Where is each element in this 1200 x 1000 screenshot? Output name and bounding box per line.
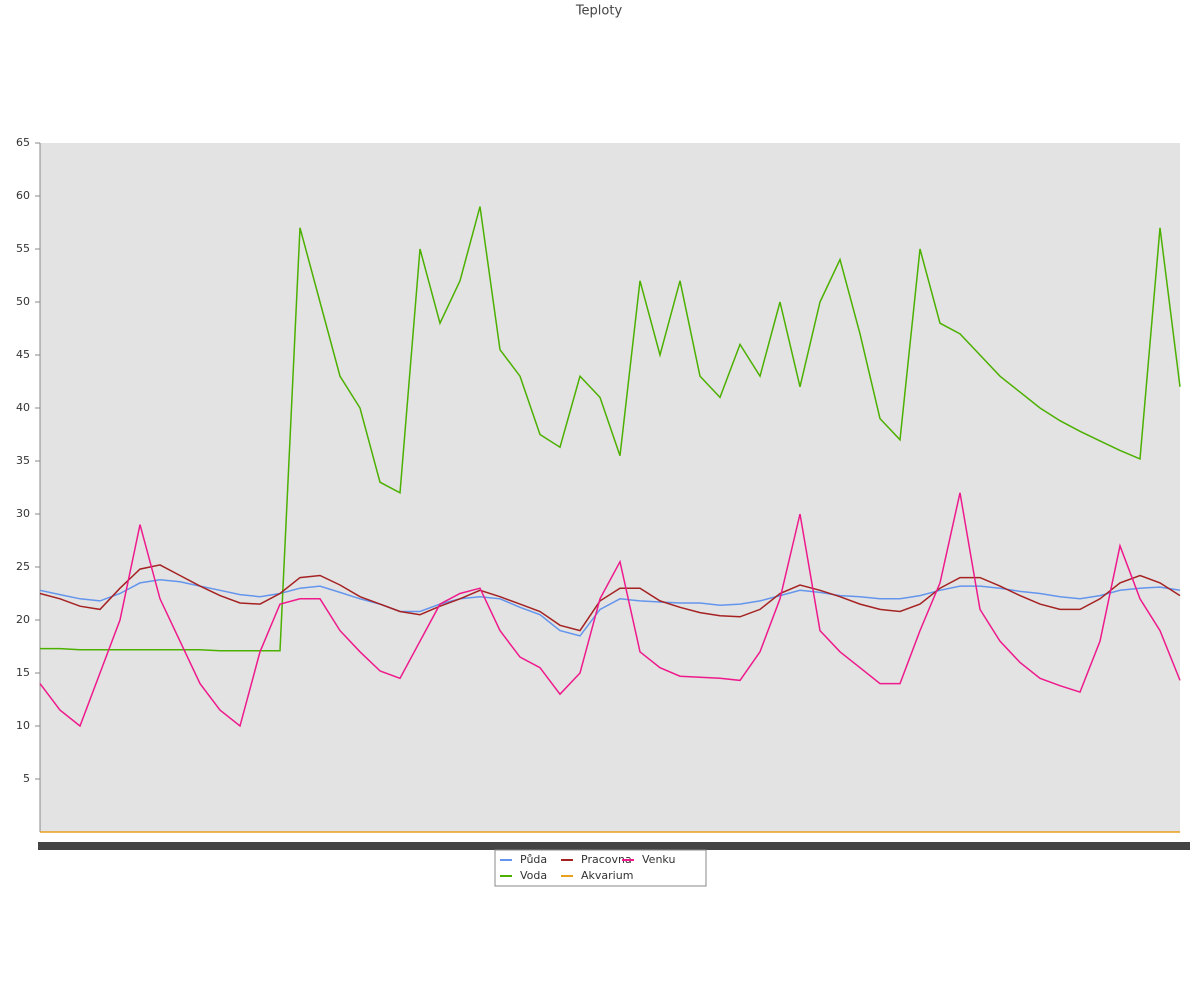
legend-label: Půda — [520, 853, 547, 866]
legend-label: Akvarium — [581, 869, 633, 882]
plot-area — [40, 143, 1180, 832]
series-line — [39, 492, 1181, 728]
y-tick-label: 40 — [16, 401, 30, 414]
legend-label: Pracovna — [581, 853, 632, 866]
chart-title: Teploty — [575, 4, 623, 19]
y-tick-label: 15 — [16, 666, 30, 679]
y-tick-label: 25 — [16, 560, 30, 573]
y-tick-label: 10 — [16, 719, 30, 732]
x-axis-labels-band — [38, 842, 1190, 850]
y-tick-label: 55 — [16, 242, 30, 255]
legend — [494, 849, 707, 887]
y-tick-label: 45 — [16, 348, 30, 361]
legend-label: Voda — [520, 869, 547, 882]
y-tick-label: 50 — [16, 295, 30, 308]
legend-label: Venku — [642, 853, 675, 866]
series-line — [40, 206, 1181, 652]
series-line — [39, 578, 1181, 637]
y-tick-label: 5 — [23, 772, 30, 785]
y-tick-label: 35 — [16, 454, 30, 467]
y-tick-label: 60 — [16, 189, 30, 202]
y-tick-label: 65 — [16, 136, 30, 149]
series-line — [39, 564, 1181, 632]
y-tick-label: 30 — [16, 507, 30, 520]
y-tick-label: 20 — [16, 613, 30, 626]
